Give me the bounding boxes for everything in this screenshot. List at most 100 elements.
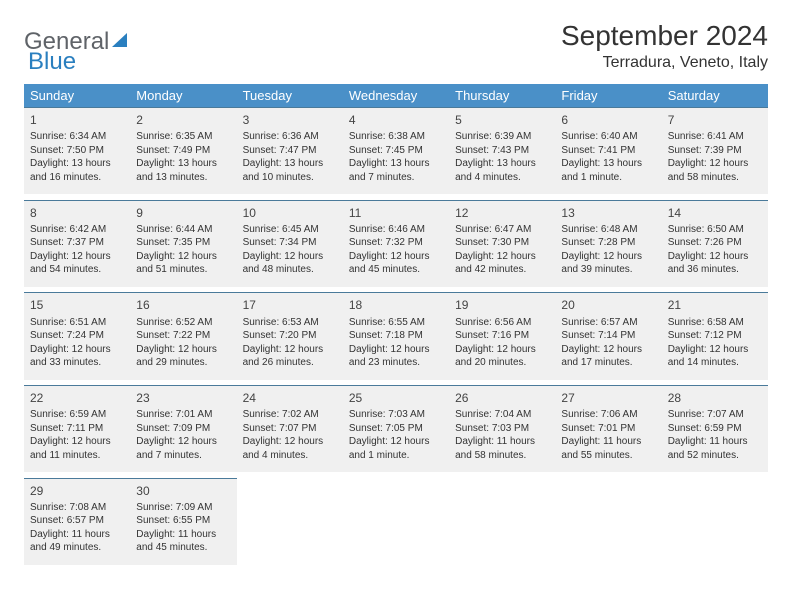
day-number: 13 [561,205,655,221]
day-header-wednesday: Wednesday [343,84,449,108]
daylight-text: Daylight: 11 hours and 45 minutes. [136,528,230,555]
sunset-text: Sunset: 7:16 PM [455,329,549,343]
day-number: 21 [668,297,762,313]
day-cell: 20Sunrise: 6:57 AMSunset: 7:14 PMDayligh… [555,293,661,380]
day-header-monday: Monday [130,84,236,108]
day-number: 3 [243,112,337,128]
day-number: 22 [30,390,124,406]
sunset-text: Sunset: 7:41 PM [561,144,655,158]
sunset-text: Sunset: 7:11 PM [30,422,124,436]
empty-cell [343,478,449,565]
daylight-text: Daylight: 13 hours and 16 minutes. [30,157,124,184]
day-cell: 28Sunrise: 7:07 AMSunset: 6:59 PMDayligh… [662,386,768,473]
calendar-row: 22Sunrise: 6:59 AMSunset: 7:11 PMDayligh… [24,386,768,473]
day-cell: 22 Sunrise: 6:59 AMSunset: 7:11 PMDayligh… [24,386,130,473]
daylight-text: Daylight: 11 hours and 49 minutes. [30,528,124,555]
day-number: 26 [455,390,549,406]
sunset-text: Sunset: 7:03 PM [455,422,549,436]
day-cell: 14Sunrise: 6:50 AMSunset: 7:26 PMDayligh… [662,200,768,287]
day-header-tuesday: Tuesday [237,84,343,108]
day-number: 10 [243,205,337,221]
empty-cell [555,478,661,565]
sunset-text: Sunset: 7:09 PM [136,422,230,436]
day-header-friday: Friday [555,84,661,108]
day-cell: 25Sunrise: 7:03 AMSunset: 7:05 PMDayligh… [343,386,449,473]
day-number: 7 [668,112,762,128]
daylight-text: Daylight: 12 hours and 45 minutes. [349,250,443,277]
sunrise-text: Sunrise: 6:48 AM [561,223,655,237]
sunrise-text: Sunrise: 6:59 AM [30,408,124,422]
daylight-text: Daylight: 12 hours and 14 minutes. [668,343,762,370]
day-number: 18 [349,297,443,313]
sunset-text: Sunset: 7:35 PM [136,236,230,250]
daylight-text: Daylight: 12 hours and 20 minutes. [455,343,549,370]
day-cell: 8Sunrise: 6:42 AMSunset: 7:37 PMDaylight… [24,200,130,287]
sunrise-text: Sunrise: 6:47 AM [455,223,549,237]
day-number: 17 [243,297,337,313]
sunrise-text: Sunrise: 6:34 AM [30,130,124,144]
logo-text-blue: Blue [28,48,76,76]
sunrise-text: Sunrise: 6:38 AM [349,130,443,144]
day-cell: 6Sunrise: 6:40 AMSunset: 7:41 PMDaylight… [555,108,661,195]
calendar-table: SundayMondayTuesdayWednesdayThursdayFrid… [24,84,768,565]
sunrise-text: Sunrise: 7:03 AM [349,408,443,422]
calendar-row: 15Sunrise: 6:51 AMSunset: 7:24 PMDayligh… [24,293,768,380]
day-cell: 18Sunrise: 6:55 AMSunset: 7:18 PMDayligh… [343,293,449,380]
sunset-text: Sunset: 7:12 PM [668,329,762,343]
sunrise-text: Sunrise: 6:35 AM [136,130,230,144]
sunset-text: Sunset: 7:37 PM [30,236,124,250]
day-cell: 10Sunrise: 6:45 AMSunset: 7:34 PMDayligh… [237,200,343,287]
day-cell: 4Sunrise: 6:38 AMSunset: 7:45 PMDaylight… [343,108,449,195]
sunrise-text: Sunrise: 7:06 AM [561,408,655,422]
sunrise-text: Sunrise: 7:04 AM [455,408,549,422]
daylight-text: Daylight: 12 hours and 39 minutes. [561,250,655,277]
day-number: 29 [30,483,124,499]
sunset-text: Sunset: 7:28 PM [561,236,655,250]
day-number: 4 [349,112,443,128]
calendar-header-row: SundayMondayTuesdayWednesdayThursdayFrid… [24,84,768,108]
daylight-text: Daylight: 12 hours and 11 minutes. [30,435,124,462]
day-cell: 12Sunrise: 6:47 AMSunset: 7:30 PMDayligh… [449,200,555,287]
day-cell: 29Sunrise: 7:08 AMSunset: 6:57 PMDayligh… [24,478,130,565]
calendar-body: 1Sunrise: 6:34 AMSunset: 7:50 PMDaylight… [24,108,768,565]
sunset-text: Sunset: 7:20 PM [243,329,337,343]
day-cell: 17Sunrise: 6:53 AMSunset: 7:20 PMDayligh… [237,293,343,380]
daylight-text: Daylight: 12 hours and 26 minutes. [243,343,337,370]
header: General September 2024 Terradura, Veneto… [24,20,768,72]
sunrise-text: Sunrise: 7:08 AM [30,501,124,515]
sunset-text: Sunset: 7:32 PM [349,236,443,250]
daylight-text: Daylight: 13 hours and 7 minutes. [349,157,443,184]
calendar-row: 29Sunrise: 7:08 AMSunset: 6:57 PMDayligh… [24,478,768,565]
day-cell: 27Sunrise: 7:06 AMSunset: 7:01 PMDayligh… [555,386,661,473]
sunrise-text: Sunrise: 6:40 AM [561,130,655,144]
sunset-text: Sunset: 7:47 PM [243,144,337,158]
sunset-text: Sunset: 7:43 PM [455,144,549,158]
calendar-row: 8Sunrise: 6:42 AMSunset: 7:37 PMDaylight… [24,200,768,287]
calendar-row: 1Sunrise: 6:34 AMSunset: 7:50 PMDaylight… [24,108,768,195]
day-number: 14 [668,205,762,221]
sunset-text: Sunset: 7:22 PM [136,329,230,343]
sunrise-text: Sunrise: 7:07 AM [668,408,762,422]
day-cell: 21Sunrise: 6:58 AMSunset: 7:12 PMDayligh… [662,293,768,380]
sunset-text: Sunset: 7:49 PM [136,144,230,158]
sunset-text: Sunset: 7:01 PM [561,422,655,436]
day-cell: 30Sunrise: 7:09 AMSunset: 6:55 PMDayligh… [130,478,236,565]
daylight-text: Daylight: 12 hours and 4 minutes. [243,435,337,462]
sunset-text: Sunset: 7:26 PM [668,236,762,250]
empty-cell [449,478,555,565]
day-number: 24 [243,390,337,406]
daylight-text: Daylight: 12 hours and 33 minutes. [30,343,124,370]
sunset-text: Sunset: 7:14 PM [561,329,655,343]
day-number: 15 [30,297,124,313]
daylight-text: Daylight: 11 hours and 52 minutes. [668,435,762,462]
day-cell: 24Sunrise: 7:02 AMSunset: 7:07 PMDayligh… [237,386,343,473]
day-number: 27 [561,390,655,406]
day-number: 9 [136,205,230,221]
day-cell: 7Sunrise: 6:41 AMSunset: 7:39 PMDaylight… [662,108,768,195]
sunrise-text: Sunrise: 6:50 AM [668,223,762,237]
day-number: 2 [136,112,230,128]
daylight-text: Daylight: 13 hours and 13 minutes. [136,157,230,184]
daylight-text: Daylight: 12 hours and 1 minute. [349,435,443,462]
sunrise-text: Sunrise: 6:55 AM [349,316,443,330]
day-cell: 26Sunrise: 7:04 AMSunset: 7:03 PMDayligh… [449,386,555,473]
